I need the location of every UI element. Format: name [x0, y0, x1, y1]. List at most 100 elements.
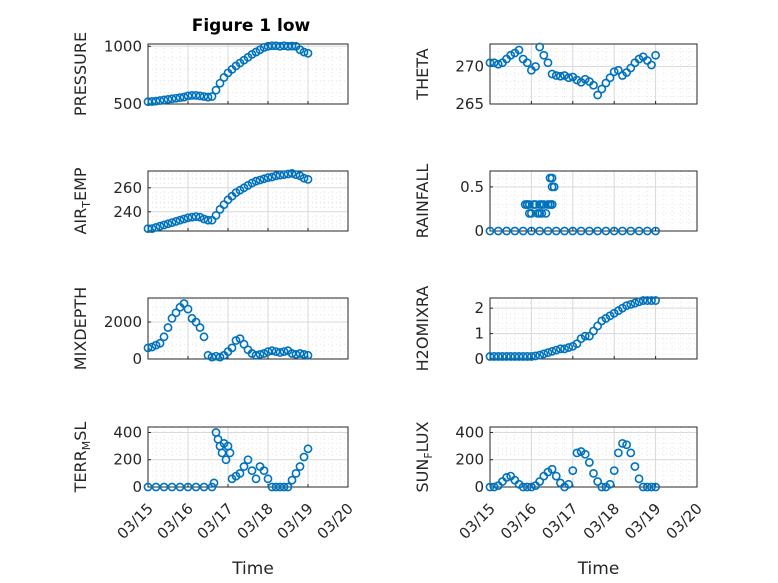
data-point	[502, 226, 511, 236]
data-point	[179, 299, 189, 308]
y-axis-label: AIRTEMP	[71, 167, 93, 234]
data-point	[211, 351, 221, 361]
data-point	[303, 350, 313, 360]
y-tick-label: 200	[113, 451, 142, 469]
data-point	[263, 41, 273, 51]
data-point	[609, 67, 619, 77]
data-point	[191, 90, 201, 100]
x-tick-label: 03/17	[538, 500, 581, 543]
data-point	[295, 462, 305, 471]
data-point	[613, 448, 623, 458]
data-point	[601, 226, 611, 236]
data-point	[630, 462, 640, 471]
data-point	[489, 482, 499, 492]
data-point	[543, 348, 553, 358]
y-tick-label: 260	[113, 179, 142, 197]
data-point	[147, 224, 157, 233]
data-point	[195, 91, 205, 101]
y-tick-label: 270	[455, 58, 484, 76]
y-tick-label: 0	[474, 350, 484, 368]
data-point	[634, 474, 644, 484]
data-point	[175, 93, 185, 103]
data-point	[211, 210, 221, 220]
plot-area	[148, 298, 348, 359]
subplot-1: 500 1000 PRESSURE	[71, 32, 349, 116]
data-point	[299, 452, 309, 462]
data-point	[195, 323, 205, 332]
x-tick-label: 03/20	[314, 500, 357, 543]
data-point	[597, 84, 607, 94]
data-point	[295, 349, 305, 358]
y-tick-label: 0	[474, 222, 484, 240]
x-tick-label: 03/17	[194, 500, 237, 543]
data-point	[647, 296, 656, 305]
data-point	[489, 352, 499, 361]
data-point	[283, 482, 293, 492]
y-tick-label: 240	[113, 203, 142, 221]
data-point	[502, 352, 511, 361]
y-tick-label: 1	[474, 325, 484, 343]
y-tick-label: 2	[474, 299, 484, 317]
data-point	[155, 96, 165, 105]
axes-box	[147, 297, 349, 360]
data-point	[651, 50, 660, 60]
data-point	[535, 477, 545, 486]
y-tick-label: 400	[455, 423, 484, 441]
y-tick-label: 2000	[104, 313, 142, 331]
data-point	[211, 85, 221, 95]
data-point	[267, 172, 277, 182]
figure-title: Figure 1 low	[192, 16, 311, 36]
data-point	[299, 349, 309, 359]
x-tick-label: 03/15	[456, 500, 499, 543]
data-point	[493, 59, 503, 69]
data-point	[275, 348, 285, 357]
data-point	[535, 42, 545, 52]
data-point	[159, 482, 169, 492]
y-axis-label: RAINFALL	[413, 164, 432, 239]
y-tick-label: 265	[455, 95, 484, 113]
x-tick-label: 03/19	[274, 500, 317, 543]
data-point	[593, 90, 603, 100]
data-point	[279, 170, 289, 179]
data-point	[626, 448, 636, 458]
data-point	[163, 94, 173, 104]
data-point	[299, 173, 309, 183]
data-point	[275, 170, 285, 180]
data-point	[576, 226, 586, 236]
y-tick-label: 1000	[104, 37, 142, 55]
data-point	[514, 352, 524, 361]
data-point	[279, 41, 289, 51]
data-point	[524, 200, 534, 209]
data-point	[203, 92, 213, 102]
data-point	[251, 474, 261, 484]
data-point	[502, 473, 511, 482]
data-point	[539, 200, 549, 209]
data-point	[555, 344, 565, 354]
data-point	[589, 468, 598, 478]
axes-box	[147, 43, 349, 105]
data-point	[299, 47, 309, 57]
data-point	[618, 438, 627, 448]
y-tick-label: 500	[113, 95, 142, 113]
data-point	[568, 466, 578, 476]
data-point	[626, 226, 636, 236]
data-point	[167, 218, 177, 227]
data-point	[547, 346, 557, 356]
data-point	[147, 97, 157, 106]
data-point	[498, 352, 507, 361]
data-point	[551, 345, 561, 355]
data-point	[259, 466, 269, 476]
data-point	[255, 175, 265, 185]
data-point	[235, 468, 245, 478]
data-point	[642, 226, 652, 236]
data-point	[522, 58, 532, 68]
data-point	[199, 92, 209, 101]
subplot-3: 240 260 AIRTEMP	[71, 167, 349, 235]
data-point	[485, 226, 495, 236]
plot-area	[490, 298, 697, 359]
data-point	[510, 226, 520, 236]
data-point	[239, 462, 249, 471]
data-point	[609, 466, 619, 476]
